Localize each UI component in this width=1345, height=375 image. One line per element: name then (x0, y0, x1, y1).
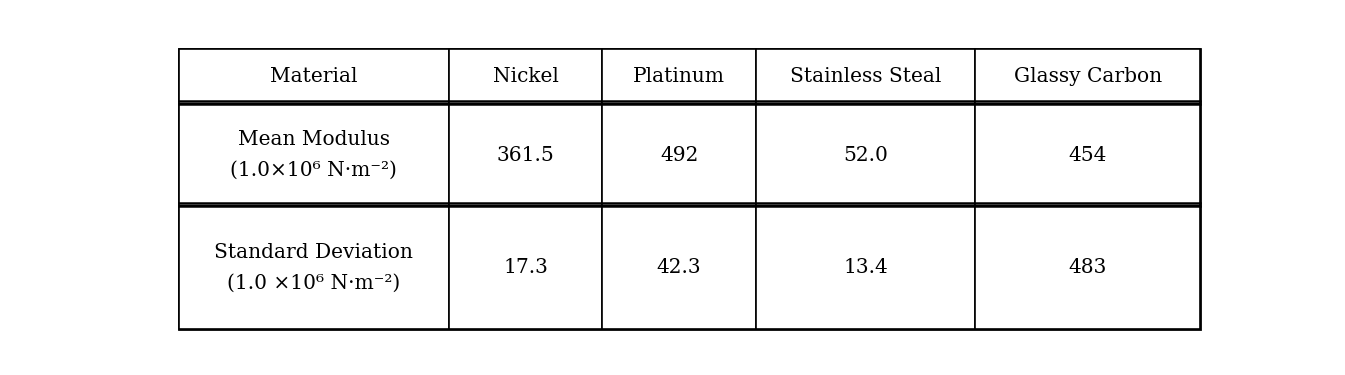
Bar (975, 50, 1200, 104)
Bar (179, 50, 449, 104)
Bar (179, 104, 449, 206)
Text: 454: 454 (1068, 146, 1107, 165)
Text: Glassy Carbon: Glassy Carbon (1014, 67, 1162, 86)
Bar (603, 104, 756, 206)
Bar (975, 206, 1200, 329)
Text: 492: 492 (660, 146, 698, 165)
Bar (756, 104, 975, 206)
Text: 52.0: 52.0 (843, 146, 888, 165)
Bar (449, 104, 603, 206)
Bar (449, 50, 603, 104)
Bar (975, 104, 1200, 206)
Text: Stainless Steal: Stainless Steal (790, 67, 942, 86)
Text: 42.3: 42.3 (656, 258, 701, 277)
Bar (449, 206, 603, 329)
Bar (179, 206, 449, 329)
Text: Mean Modulus
(1.0×10⁶ N·m⁻²): Mean Modulus (1.0×10⁶ N·m⁻²) (230, 130, 397, 180)
Text: Platinum: Platinum (633, 67, 725, 86)
Text: 13.4: 13.4 (843, 258, 888, 277)
Text: Material: Material (270, 67, 358, 86)
Text: 483: 483 (1068, 258, 1107, 277)
Bar (756, 206, 975, 329)
Text: 17.3: 17.3 (503, 258, 549, 277)
Text: Standard Deviation
(1.0 ×10⁶ N·m⁻²): Standard Deviation (1.0 ×10⁶ N·m⁻²) (214, 243, 413, 293)
Bar (756, 50, 975, 104)
Bar (603, 206, 756, 329)
Text: 361.5: 361.5 (498, 146, 554, 165)
Text: Nickel: Nickel (492, 67, 558, 86)
Bar (603, 50, 756, 104)
